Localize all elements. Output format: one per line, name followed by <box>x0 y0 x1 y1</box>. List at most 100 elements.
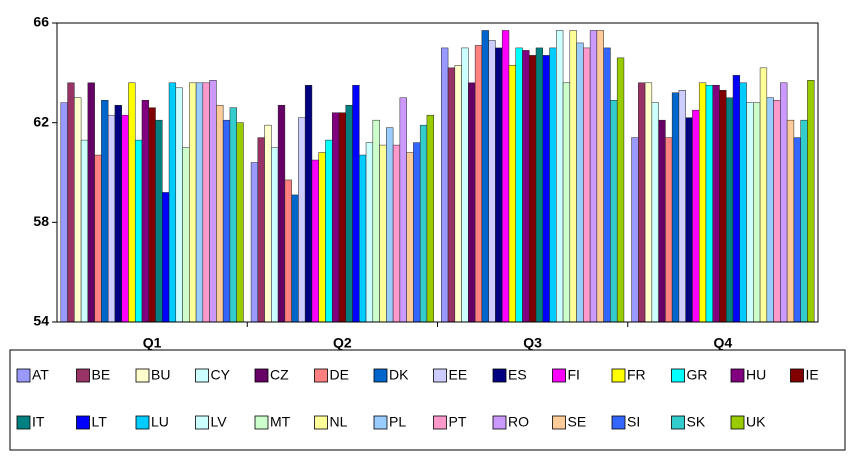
bar <box>168 82 177 323</box>
bar <box>134 139 143 323</box>
bar <box>535 47 544 323</box>
legend-label: RO <box>508 414 529 430</box>
legend-swatch <box>492 415 507 430</box>
bar <box>746 102 754 323</box>
legend-label: LT <box>92 414 108 430</box>
legend-label: LV <box>211 414 228 430</box>
bar <box>359 154 367 323</box>
legend-swatch <box>135 415 150 430</box>
y-tick-label: 54 <box>33 313 49 329</box>
bar <box>773 99 781 323</box>
legend-label: EE <box>449 367 468 383</box>
legend-swatch <box>16 368 31 383</box>
bar <box>406 152 414 323</box>
bar <box>793 137 801 323</box>
bar <box>195 82 204 323</box>
bar <box>250 162 259 323</box>
legend-swatch <box>433 368 447 383</box>
bar <box>379 144 387 323</box>
bar <box>141 99 149 323</box>
bar <box>603 47 611 323</box>
bar <box>277 104 286 323</box>
bar <box>345 104 353 323</box>
bar <box>631 137 639 323</box>
bar <box>528 55 537 323</box>
bar <box>610 99 618 323</box>
bar <box>216 104 224 323</box>
legend-swatch <box>552 415 566 430</box>
bar <box>501 30 510 323</box>
bar <box>189 82 197 323</box>
legend-swatch <box>373 368 388 383</box>
bar <box>80 139 89 323</box>
legend-label: IT <box>32 414 45 430</box>
legend <box>9 349 846 451</box>
bar <box>522 50 530 323</box>
bar <box>800 119 808 323</box>
legend-label: DE <box>330 367 349 383</box>
legend-label: NL <box>330 414 348 430</box>
bar <box>685 117 693 323</box>
bar <box>766 97 774 323</box>
legend-swatch <box>254 415 269 430</box>
legend-label: HU <box>746 367 766 383</box>
bar <box>74 97 82 323</box>
bar <box>665 137 673 323</box>
bar <box>739 82 747 323</box>
bar <box>692 109 700 323</box>
bar <box>638 82 646 323</box>
bar <box>87 82 95 323</box>
bar <box>678 90 686 323</box>
bar <box>556 30 564 323</box>
bar <box>441 47 449 323</box>
legend-label: IE <box>806 367 819 383</box>
bar <box>121 114 129 323</box>
bar <box>468 82 476 323</box>
bar <box>454 65 462 323</box>
legend-swatch <box>76 415 90 430</box>
legend-label: CY <box>211 367 231 383</box>
bar <box>114 104 122 323</box>
legend-swatch <box>314 368 328 383</box>
legend-swatch <box>730 368 745 383</box>
x-tick-label: Q2 <box>333 335 352 351</box>
x-tick-label: Q3 <box>523 335 542 351</box>
legend-label: SE <box>568 414 587 430</box>
bar <box>807 80 815 323</box>
bar <box>786 119 795 323</box>
legend-label: CZ <box>270 367 289 383</box>
bar <box>284 179 292 323</box>
legend-swatch <box>671 368 685 383</box>
bar <box>712 85 720 323</box>
bar <box>331 112 340 323</box>
legend-label: LU <box>151 414 169 430</box>
bar <box>616 57 625 323</box>
bar <box>549 47 557 323</box>
legend-swatch <box>314 415 328 430</box>
bar <box>101 99 109 323</box>
bar <box>318 152 326 323</box>
bar <box>392 144 401 323</box>
legend-label: BE <box>92 367 111 383</box>
bar <box>399 97 407 323</box>
bar <box>291 194 299 323</box>
bar <box>651 102 659 323</box>
legend-swatch <box>611 415 626 430</box>
bar <box>67 82 75 323</box>
legend-swatch <box>195 368 209 383</box>
bar <box>128 82 136 323</box>
bar <box>447 67 456 323</box>
bar <box>304 85 313 323</box>
bar <box>175 87 183 323</box>
bar <box>365 142 374 323</box>
bar <box>576 42 584 323</box>
bar <box>257 137 265 323</box>
bar <box>338 112 347 323</box>
legend-label: DK <box>389 367 409 383</box>
bar <box>271 147 279 323</box>
legend-swatch <box>671 415 685 430</box>
x-tick-label: Q4 <box>714 335 733 351</box>
legend-label: FI <box>568 367 580 383</box>
bar <box>719 90 727 323</box>
bar <box>162 192 170 323</box>
